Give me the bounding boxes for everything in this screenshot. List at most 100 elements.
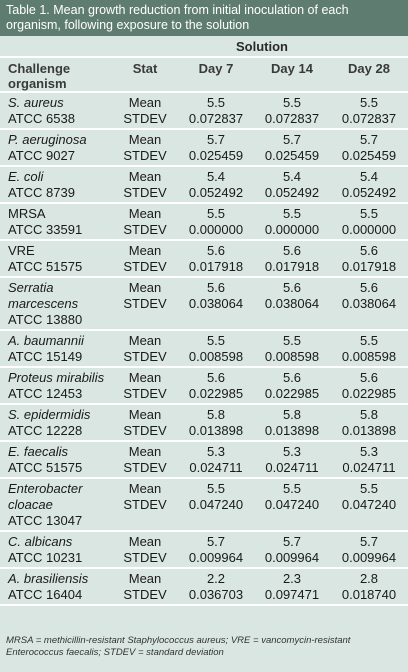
stat-stdev-label: STDEV <box>123 550 167 565</box>
stat-cell: Mean STDEV <box>112 478 178 531</box>
stat-stdev-label: STDEV <box>123 185 167 200</box>
stat-mean-label: Mean <box>128 534 162 549</box>
table-row: E. coli ATCC 8739 Mean STDEV 5.4 0.052492 5.4 0… <box>0 166 408 203</box>
stdev-value: 0.072837 <box>341 111 397 126</box>
stdev-value: 0.038064 <box>341 296 397 311</box>
value-cell-day28: 5.5 0.072837 <box>330 92 408 129</box>
mean-value: 5.3 <box>206 444 226 459</box>
organism-strain: ATCC 51575 <box>8 259 83 274</box>
stat-cell: Mean STDEV <box>112 203 178 240</box>
stat-mean-label: Mean <box>128 333 162 348</box>
stat-cell: Mean STDEV <box>112 531 178 568</box>
organism-cell: P. aeruginosa ATCC 9027 <box>0 129 112 166</box>
value-cell-day14: 5.4 0.052492 <box>254 166 330 203</box>
mean-value: 5.7 <box>206 534 226 549</box>
stat-stdev-label: STDEV <box>123 296 167 311</box>
stdev-value: 0.013898 <box>188 423 244 438</box>
organism-strain: ATCC 51575 <box>8 460 83 475</box>
stdev-value: 0.013898 <box>264 423 320 438</box>
stdev-value: 0.017918 <box>188 259 244 274</box>
stat-mean-label: Mean <box>128 481 162 496</box>
value-cell-day7: 5.3 0.024711 <box>178 441 254 478</box>
table-footnote: MRSA = methicillin-resistant Staphylococ… <box>6 635 351 658</box>
organism-name: VRE <box>8 243 35 258</box>
stdev-value: 0.047240 <box>188 497 244 512</box>
value-cell-day7: 5.5 0.008598 <box>178 330 254 367</box>
organism-name: E. faecalis <box>8 444 68 459</box>
organism-strain: ATCC 16404 <box>8 587 83 602</box>
stdev-value: 0.024711 <box>189 460 243 475</box>
organism-name: S. epidermidis <box>8 407 91 422</box>
mean-value: 5.5 <box>282 95 302 110</box>
mean-value: 2.2 <box>206 571 226 586</box>
organism-strain: ATCC 12228 <box>8 423 83 438</box>
mean-value: 5.7 <box>206 132 226 147</box>
table-row: S. epidermidis ATCC 12228 Mean STDEV 5.8 0.01… <box>0 404 408 441</box>
stdev-value: 0.017918 <box>264 259 320 274</box>
mean-value: 5.6 <box>282 243 302 258</box>
mean-value: 5.6 <box>282 280 302 295</box>
organism-cell: A. baumannii ATCC 15149 <box>0 330 112 367</box>
value-cell-day28: 5.6 0.022985 <box>330 367 408 404</box>
col-header-day28: Day 28 <box>348 61 390 76</box>
organism-cell: VRE ATCC 51575 <box>0 240 112 277</box>
mean-value: 5.8 <box>206 407 226 422</box>
stat-stdev-label: STDEV <box>123 460 167 475</box>
mean-value: 5.6 <box>206 280 226 295</box>
organism-cell: E. faecalis ATCC 51575 <box>0 441 112 478</box>
value-cell-day28: 5.5 0.000000 <box>330 203 408 240</box>
value-cell-day28: 5.3 0.024711 <box>330 441 408 478</box>
organism-strain: ATCC 9027 <box>8 148 75 163</box>
value-cell-day14: 5.8 0.013898 <box>254 404 330 441</box>
organism-strain: ATCC 13047 <box>8 513 83 528</box>
table-body: S. aureus ATCC 6538 Mean STDEV 5.5 0.072837 5.… <box>0 92 408 605</box>
mean-value: 5.6 <box>359 280 379 295</box>
stdev-value: 0.047240 <box>341 497 397 512</box>
stat-cell: Mean STDEV <box>112 330 178 367</box>
value-cell-day7: 5.6 0.038064 <box>178 277 254 330</box>
mean-value: 5.6 <box>359 243 379 258</box>
mean-value: 5.5 <box>282 481 302 496</box>
organism-strain: ATCC 10231 <box>8 550 83 565</box>
table-row: MRSA ATCC 33591 Mean STDEV 5.5 0.000000 5.5 0.0… <box>0 203 408 240</box>
stat-mean-label: Mean <box>128 571 162 586</box>
stdev-value: 0.024711 <box>342 460 396 475</box>
stdev-value: 0.025459 <box>341 148 397 163</box>
organism-name: S. aureus <box>8 95 64 110</box>
stat-cell: Mean STDEV <box>112 568 178 605</box>
stdev-value: 0.009964 <box>188 550 244 565</box>
stdev-value: 0.036703 <box>188 587 244 602</box>
value-cell-day28: 5.7 0.025459 <box>330 129 408 166</box>
value-cell-day14: 5.7 0.009964 <box>254 531 330 568</box>
mean-value: 5.6 <box>359 370 379 385</box>
stat-cell: Mean STDEV <box>112 367 178 404</box>
value-cell-day7: 5.6 0.017918 <box>178 240 254 277</box>
stat-cell: Mean STDEV <box>112 129 178 166</box>
mean-value: 5.4 <box>282 169 302 184</box>
mean-value: 5.5 <box>206 206 226 221</box>
organism-name: Proteus mirabilis <box>8 370 105 385</box>
stat-stdev-label: STDEV <box>123 497 167 512</box>
mean-value: 5.7 <box>282 132 302 147</box>
mean-value: 5.3 <box>282 444 302 459</box>
stdev-value: 0.000000 <box>188 222 244 237</box>
stdev-value: 0.052492 <box>341 185 397 200</box>
mean-value: 5.5 <box>359 95 379 110</box>
value-cell-day14: 2.3 0.097471 <box>254 568 330 605</box>
table-row: S. aureus ATCC 6538 Mean STDEV 5.5 0.072837 5.… <box>0 92 408 129</box>
value-cell-day14: 5.6 0.022985 <box>254 367 330 404</box>
value-cell-day7: 5.8 0.013898 <box>178 404 254 441</box>
organism-name: MRSA <box>8 206 46 221</box>
mean-value: 5.5 <box>206 95 226 110</box>
value-cell-day28: 5.5 0.047240 <box>330 478 408 531</box>
col-header-stat: Stat <box>132 61 158 76</box>
value-cell-day7: 5.4 0.052492 <box>178 166 254 203</box>
table-row: A. baumannii ATCC 15149 Mean STDEV 5.5 0.0085… <box>0 330 408 367</box>
mean-value: 5.5 <box>359 206 379 221</box>
stat-stdev-label: STDEV <box>123 222 167 237</box>
value-cell-day7: 2.2 0.036703 <box>178 568 254 605</box>
organism-name: C. albicans <box>8 534 73 549</box>
table-row: C. albicans ATCC 10231 Mean STDEV 5.7 0.00996… <box>0 531 408 568</box>
stdev-value: 0.025459 <box>188 148 244 163</box>
organism-cell: Proteus mirabilis ATCC 12453 <box>0 367 112 404</box>
